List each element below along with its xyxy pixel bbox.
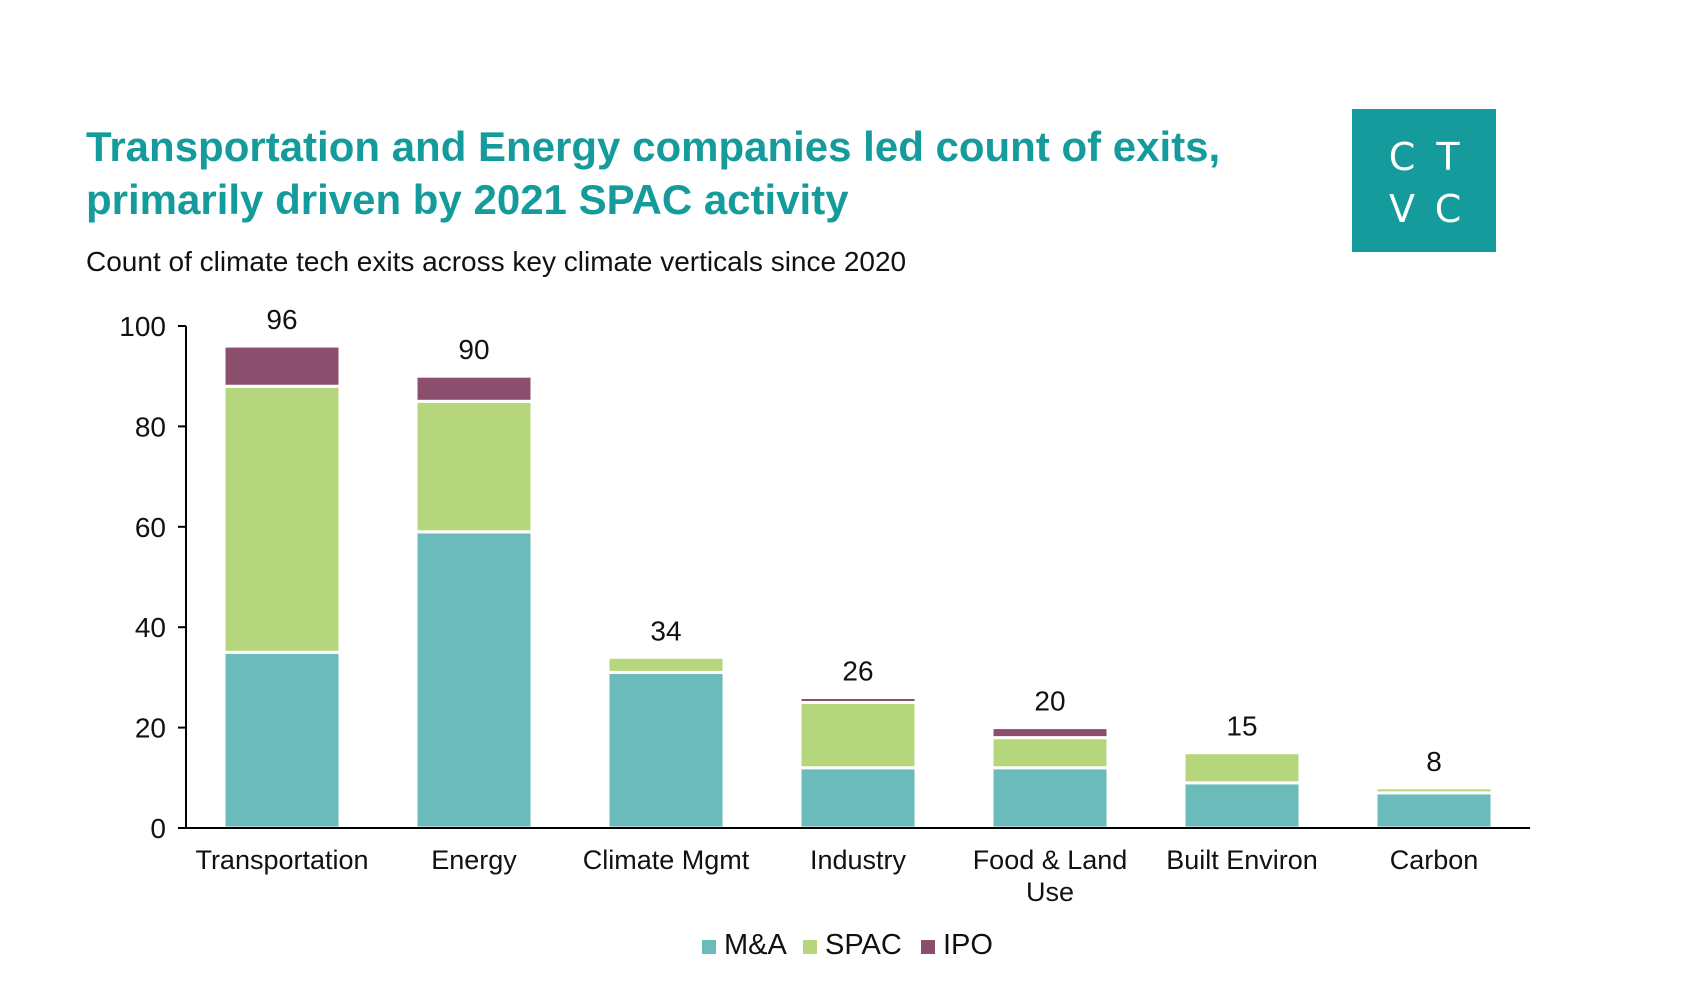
bar-segment bbox=[222, 384, 342, 654]
bar-segment bbox=[222, 650, 342, 830]
bar-segment bbox=[798, 766, 918, 830]
bar-segment bbox=[222, 344, 342, 388]
bar-total-label: 8 bbox=[1426, 746, 1442, 777]
ctvc-logo: C T V C bbox=[1352, 109, 1496, 252]
x-tick-label-line: Built Environ bbox=[1166, 845, 1318, 875]
legend-label: M&A bbox=[724, 929, 788, 961]
bar-segment bbox=[798, 701, 918, 770]
x-tick-label: Energy bbox=[431, 845, 517, 875]
bar-segment bbox=[414, 530, 534, 830]
x-tick-label-line: Food & Land bbox=[973, 845, 1128, 875]
bar-segment bbox=[606, 670, 726, 830]
legend-swatch bbox=[921, 940, 935, 954]
y-tick-label: 0 bbox=[150, 813, 166, 844]
logo-letter: T bbox=[1436, 135, 1460, 179]
legend-label: SPAC bbox=[825, 929, 902, 961]
x-tick-label: Transportation bbox=[195, 845, 368, 875]
x-tick-label-line: Energy bbox=[431, 845, 517, 875]
x-tick-label: Built Environ bbox=[1166, 845, 1318, 875]
bar-total-label: 34 bbox=[650, 615, 681, 646]
chart-subtitle: Count of climate tech exits across key c… bbox=[86, 246, 907, 277]
x-tick-label-line: Carbon bbox=[1390, 845, 1479, 875]
legend-label: IPO bbox=[943, 929, 993, 961]
bar-total-label: 26 bbox=[842, 655, 873, 686]
x-tick-label-line: Climate Mgmt bbox=[583, 845, 750, 875]
bar-total-label: 96 bbox=[266, 304, 297, 335]
x-tick-label-line: Transportation bbox=[195, 845, 368, 875]
bar-segment bbox=[990, 726, 1110, 740]
x-tick-label: Food & Land Use bbox=[973, 845, 1128, 907]
bar-total-label: 15 bbox=[1226, 711, 1257, 742]
bar-segment bbox=[1182, 751, 1302, 785]
bar-segment bbox=[1182, 781, 1302, 830]
y-tick-label: 60 bbox=[135, 512, 166, 543]
bar-segment bbox=[798, 695, 918, 704]
logo-letter: C bbox=[1434, 187, 1462, 231]
bar-segment bbox=[990, 736, 1110, 770]
y-tick-label: 20 bbox=[135, 713, 166, 744]
logo-letter: V bbox=[1389, 187, 1415, 231]
x-tick-label: Climate Mgmt bbox=[583, 845, 750, 875]
legend-swatch bbox=[803, 940, 817, 954]
y-tick-label: 40 bbox=[135, 612, 166, 643]
x-tick-label: Industry bbox=[810, 845, 907, 875]
chart-title: Transportation and Energy companies led … bbox=[86, 123, 1221, 223]
y-tick-label: 100 bbox=[119, 311, 166, 342]
bar-segment bbox=[414, 399, 534, 534]
bar-segment bbox=[1374, 786, 1494, 795]
x-tick-label-line: Industry bbox=[810, 845, 907, 875]
bar-segment bbox=[990, 766, 1110, 830]
x-tick-label: Carbon bbox=[1390, 845, 1479, 875]
bar-total-label: 20 bbox=[1034, 686, 1065, 717]
y-tick-label: 80 bbox=[135, 411, 166, 442]
bar-segment bbox=[606, 655, 726, 674]
x-tick-label-line: Use bbox=[1026, 877, 1074, 907]
bar-segment bbox=[414, 374, 534, 403]
logo-letter: C bbox=[1388, 135, 1416, 179]
bar-total-label: 90 bbox=[458, 334, 489, 365]
legend-swatch bbox=[702, 940, 716, 954]
bar-segment bbox=[1374, 791, 1494, 830]
